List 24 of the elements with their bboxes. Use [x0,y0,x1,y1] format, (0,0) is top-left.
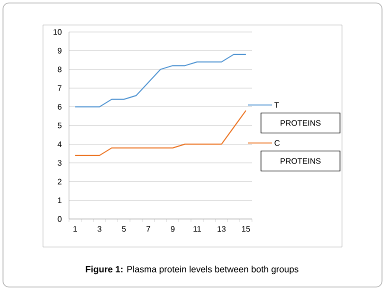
x-tick-label: 5 [122,226,126,232]
x-tick-label: 9 [170,226,175,232]
y-tick-label: 4 [58,141,62,147]
x-tick-label: 13 [218,226,226,232]
text: PROTEINS [280,158,321,164]
y-tick-label: 9 [58,48,62,54]
x-tick-label: 15 [242,226,250,232]
y-tick-label: 3 [58,160,62,166]
x-tick-label: 1 [73,226,77,232]
x-tick-label: 7 [146,226,150,232]
y-tick-label: 7 [58,85,62,91]
legend-label: T [274,102,279,108]
y-tick-label: 0 [58,216,62,222]
y-tick-label: 5 [58,122,62,128]
legend-label: C [274,140,280,146]
x-tick-label: 3 [98,226,102,232]
text: Figure 1: Plasma protein levels between both groups [86,266,298,274]
text: PROTEINS [280,120,321,126]
y-tick-label: 10 [54,29,62,35]
x-tick-label: 11 [194,226,201,232]
y-tick-label: 2 [58,178,62,184]
y-tick-label: 8 [58,66,62,72]
y-tick-label: 1 [58,198,62,204]
y-tick-label: 6 [58,104,62,110]
